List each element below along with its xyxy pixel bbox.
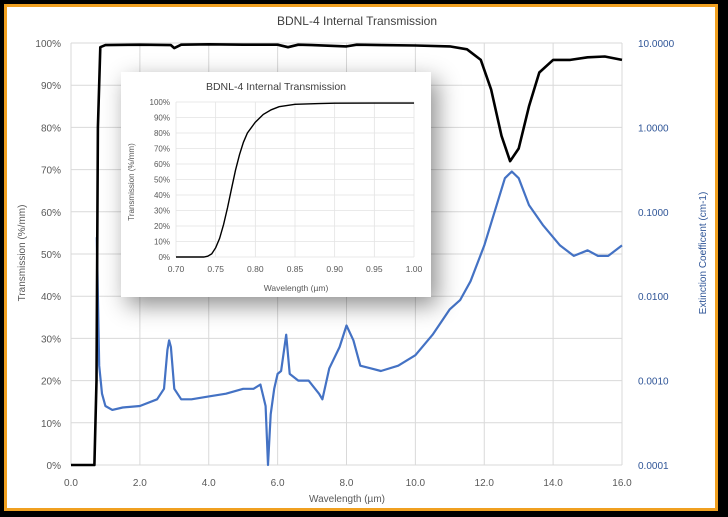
y-tick-label: 90%	[41, 81, 61, 92]
inset-chart-title: BDNL-4 Internal Transmission	[206, 81, 346, 93]
inset-x-axis-label: Wavelength (µm)	[264, 283, 329, 293]
y2-tick-label: 0.0010	[638, 377, 669, 388]
x-tick-label: 4.0	[202, 478, 216, 489]
inset-y-tick-label: 0%	[158, 253, 170, 262]
inset-transmission-line	[176, 102, 414, 258]
y-tick-label: 100%	[35, 39, 61, 50]
y2-tick-label: 10.0000	[638, 39, 675, 50]
inset-y-tick-label: 30%	[154, 207, 170, 216]
x-tick-label: 12.0	[475, 478, 495, 489]
y-tick-label: 60%	[41, 208, 61, 219]
x-axis-label: Wavelength (µm)	[309, 494, 385, 505]
inset-x-tick-label: 0.75	[207, 264, 224, 274]
inset-x-tick-label: 0.85	[287, 264, 304, 274]
inset-y-tick-label: 70%	[154, 145, 170, 154]
y2-tick-label: 1.0000	[638, 123, 669, 134]
inset-y-tick-label: 90%	[154, 114, 170, 123]
inset-y-tick-label: 20%	[154, 222, 170, 231]
y-axis-label: Transmission (%/mm)	[17, 205, 28, 302]
main-chart-title: BDNL-4 Internal Transmission	[277, 14, 437, 28]
inset-y-axis-label: Transmission (%/mm)	[127, 143, 136, 221]
y-tick-label: 20%	[41, 377, 61, 388]
y-tick-label: 10%	[41, 419, 61, 430]
y-tick-label: 50%	[41, 250, 61, 261]
inset-y-tick-label: 50%	[154, 176, 170, 185]
inset-x-tick-label: 0.90	[326, 264, 343, 274]
transmission-line	[71, 43, 623, 467]
y-tick-label: 70%	[41, 166, 61, 177]
extinction-coefficient-line	[95, 170, 623, 467]
inset-y-tick-label: 80%	[154, 129, 170, 138]
x-tick-label: 10.0	[406, 478, 426, 489]
x-tick-label: 16.0	[612, 478, 632, 489]
inset-x-tick-label: 0.80	[247, 264, 264, 274]
y2-axis-label: Extinction Coefficent (cm-1)	[698, 192, 709, 315]
y-tick-label: 80%	[41, 123, 61, 134]
y2-tick-label: 0.0001	[638, 461, 669, 472]
inset-y-tick-label: 40%	[154, 191, 170, 200]
inset-y-tick-label: 10%	[154, 238, 170, 247]
y-tick-label: 40%	[41, 292, 61, 303]
inset-y-tick-label: 60%	[154, 160, 170, 169]
x-tick-label: 14.0	[543, 478, 563, 489]
y-tick-label: 30%	[41, 334, 61, 345]
x-tick-label: 6.0	[271, 478, 285, 489]
inset-x-tick-label: 0.70	[168, 264, 185, 274]
y2-tick-label: 0.1000	[638, 208, 669, 219]
x-tick-label: 0.0	[64, 478, 78, 489]
y-tick-label: 0%	[47, 461, 62, 472]
inset-x-tick-label: 0.95	[366, 264, 383, 274]
y2-tick-label: 0.0100	[638, 292, 669, 303]
inset-chart-panel: BDNL-4 Internal Transmission Transmissio…	[121, 72, 431, 297]
inset-y-tick-label: 100%	[150, 98, 170, 107]
inset-x-tick-label: 1.00	[406, 264, 423, 274]
inset-tick-labels: 0% 10% 20% 30% 40% 50% 60% 70% 80% 90% 100% 0.70 0.7…	[150, 98, 423, 274]
inset-chart: BDNL-4 Internal Transmission Transmissio…	[127, 81, 423, 293]
main-tick-labels: 0% 10% 20% 30% 40% 50% 60% 70% 80% 90% 100% 0.0 2.0 4…	[35, 39, 674, 489]
inset-gridlines	[175, 101, 415, 258]
x-tick-label: 2.0	[133, 478, 147, 489]
x-tick-label: 8.0	[340, 478, 354, 489]
